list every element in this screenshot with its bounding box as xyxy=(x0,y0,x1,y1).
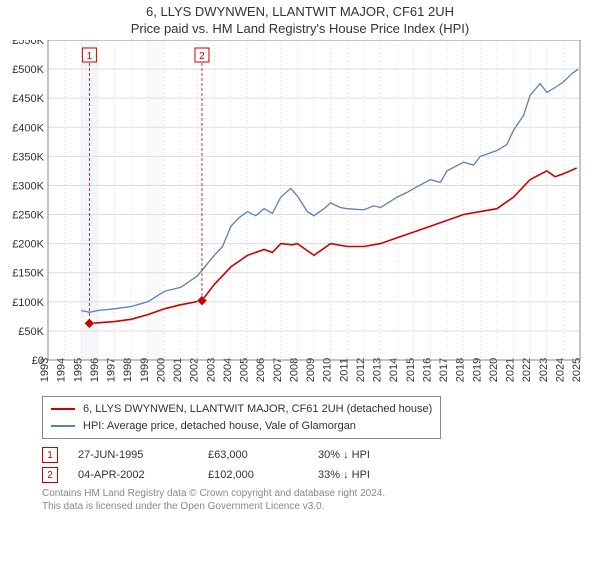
svg-text:2010: 2010 xyxy=(322,358,334,382)
transaction-price: £63,000 xyxy=(208,449,298,461)
svg-text:2011: 2011 xyxy=(338,358,350,382)
legend-swatch xyxy=(51,408,75,410)
svg-text:2008: 2008 xyxy=(288,358,300,382)
svg-text:1: 1 xyxy=(87,51,93,62)
svg-text:2018: 2018 xyxy=(455,358,467,382)
attribution-line1: Contains HM Land Registry data © Crown c… xyxy=(42,487,570,500)
svg-text:2002: 2002 xyxy=(189,358,201,382)
legend: 6, LLYS DWYNWEN, LLANTWIT MAJOR, CF61 2U… xyxy=(42,396,441,439)
transaction-table: 1 27-JUN-1995 £63,000 30% ↓ HPI 2 04-APR-2002… xyxy=(42,447,570,483)
transaction-price: £102,000 xyxy=(208,469,298,481)
svg-text:1999: 1999 xyxy=(139,358,151,382)
legend-row: HPI: Average price, detached house, Vale… xyxy=(51,418,432,435)
svg-text:2012: 2012 xyxy=(355,358,367,382)
svg-text:2017: 2017 xyxy=(438,358,450,382)
svg-text:2015: 2015 xyxy=(405,358,417,382)
legend-label: 6, LLYS DWYNWEN, LLANTWIT MAJOR, CF61 2U… xyxy=(83,401,432,418)
legend-label: HPI: Average price, detached house, Vale… xyxy=(83,418,356,435)
svg-text:2009: 2009 xyxy=(305,358,317,382)
svg-text:1998: 1998 xyxy=(122,358,134,382)
transaction-delta: 30% ↓ HPI xyxy=(318,449,370,461)
svg-text:£150K: £150K xyxy=(12,268,44,280)
attribution-line2: This data is licensed under the Open Gov… xyxy=(42,500,570,513)
svg-text:1997: 1997 xyxy=(106,358,118,382)
svg-text:2022: 2022 xyxy=(521,358,533,382)
transaction-marker-icon: 1 xyxy=(42,447,58,463)
svg-text:£300K: £300K xyxy=(12,180,44,192)
svg-text:2024: 2024 xyxy=(554,358,566,382)
chart-container: £0£50K£100K£150K£200K£250K£300K£350K£400… xyxy=(0,40,600,390)
transaction-delta: 33% ↓ HPI xyxy=(318,469,370,481)
svg-text:£350K: £350K xyxy=(12,151,44,163)
svg-text:2014: 2014 xyxy=(388,358,400,382)
svg-text:2000: 2000 xyxy=(155,358,167,382)
svg-text:£200K: £200K xyxy=(12,239,44,251)
svg-text:2021: 2021 xyxy=(505,358,517,382)
svg-text:2007: 2007 xyxy=(272,358,284,382)
svg-text:£100K: £100K xyxy=(12,297,44,309)
line-chart: £0£50K£100K£150K£200K£250K£300K£350K£400… xyxy=(0,40,600,390)
svg-text:£250K: £250K xyxy=(12,210,44,222)
title-address: 6, LLYS DWYNWEN, LLANTWIT MAJOR, CF61 2U… xyxy=(0,4,600,19)
transaction-row: 1 27-JUN-1995 £63,000 30% ↓ HPI xyxy=(42,447,570,463)
svg-text:2016: 2016 xyxy=(421,358,433,382)
svg-text:2004: 2004 xyxy=(222,358,234,382)
svg-text:£500K: £500K xyxy=(12,64,44,76)
attribution: Contains HM Land Registry data © Crown c… xyxy=(42,487,570,513)
transaction-marker-icon: 2 xyxy=(42,467,58,483)
svg-text:£450K: £450K xyxy=(12,93,44,105)
svg-text:2006: 2006 xyxy=(255,358,267,382)
title-subtitle: Price paid vs. HM Land Registry's House … xyxy=(0,21,600,36)
svg-text:£50K: £50K xyxy=(18,326,44,338)
svg-text:1993: 1993 xyxy=(39,358,51,382)
chart-title-block: 6, LLYS DWYNWEN, LLANTWIT MAJOR, CF61 2U… xyxy=(0,4,600,36)
svg-text:2: 2 xyxy=(199,51,205,62)
footer-block: 6, LLYS DWYNWEN, LLANTWIT MAJOR, CF61 2U… xyxy=(42,396,570,513)
svg-text:2023: 2023 xyxy=(538,358,550,382)
transaction-date: 04-APR-2002 xyxy=(78,469,188,481)
transaction-row: 2 04-APR-2002 £102,000 33% ↓ HPI xyxy=(42,467,570,483)
svg-text:1994: 1994 xyxy=(56,358,68,382)
legend-swatch xyxy=(51,425,75,427)
svg-text:2020: 2020 xyxy=(488,358,500,382)
svg-text:£550K: £550K xyxy=(12,40,44,47)
svg-text:2005: 2005 xyxy=(239,358,251,382)
svg-text:2025: 2025 xyxy=(571,358,583,382)
svg-text:2001: 2001 xyxy=(172,358,184,382)
svg-text:£400K: £400K xyxy=(12,122,44,134)
svg-text:2019: 2019 xyxy=(471,358,483,382)
legend-row: 6, LLYS DWYNWEN, LLANTWIT MAJOR, CF61 2U… xyxy=(51,401,432,418)
svg-text:2003: 2003 xyxy=(205,358,217,382)
svg-text:1995: 1995 xyxy=(72,358,84,382)
svg-text:1996: 1996 xyxy=(89,358,101,382)
svg-text:2013: 2013 xyxy=(372,358,384,382)
transaction-date: 27-JUN-1995 xyxy=(78,449,188,461)
